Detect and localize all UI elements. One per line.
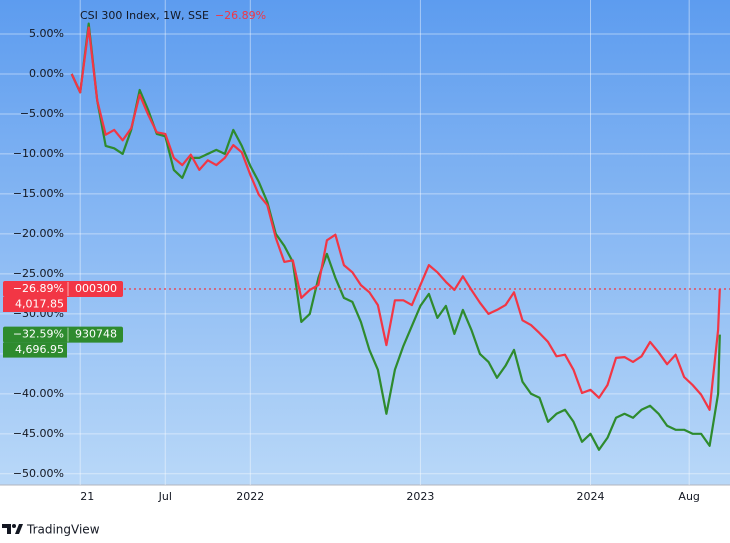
- x-tick-label: 2022: [236, 490, 264, 503]
- legend: CSI 300 Index, 1W, SSE −26.89%: [80, 9, 266, 22]
- y-tick-label: −25.00%: [13, 267, 64, 280]
- logo: [2, 524, 23, 534]
- tag-name: 930748: [75, 328, 117, 341]
- x-tick-label: 2023: [406, 490, 434, 503]
- y-tick-label: 0.00%: [29, 67, 64, 80]
- tag-box: [3, 342, 67, 358]
- tag-change: −32.59%: [13, 328, 64, 341]
- y-tick-label: 5.00%: [29, 27, 64, 40]
- y-tick-label: −20.00%: [13, 227, 64, 240]
- y-tick-label: −5.00%: [20, 107, 64, 120]
- y-tick-label: −50.00%: [13, 467, 64, 480]
- legend-change: −26.89%: [215, 9, 266, 22]
- y-tick-label: −10.00%: [13, 147, 64, 160]
- x-axis-band: [0, 485, 730, 510]
- y-tick-label: −15.00%: [13, 187, 64, 200]
- tag-price: 4,017.85: [15, 298, 64, 311]
- y-tick-label: −45.00%: [13, 427, 64, 440]
- tag-price: 4,696.95: [15, 343, 64, 356]
- x-tick-label: Jul: [158, 490, 172, 503]
- x-tick-label: Aug: [678, 490, 699, 503]
- series-line: [70, 26, 721, 411]
- tag-change: −26.89%: [13, 282, 64, 295]
- x-tick-label: 21: [80, 490, 94, 503]
- x-tick-label: 2024: [577, 490, 605, 503]
- price-tag: −32.59% 930748 4,696.95: [3, 326, 123, 358]
- tag-name: 000300: [75, 282, 117, 295]
- plot: 21 Jul 2022 2023 2024 Aug 5.00% 0.00% −5.00% −10.…: [12, 22, 730, 503]
- tag-box: [3, 297, 67, 313]
- tag-box: [3, 326, 123, 343]
- legend-title: CSI 300 Index, 1W, SSE: [80, 9, 209, 22]
- y-tick-label: −40.00%: [13, 387, 64, 400]
- price-tag: −26.89% 000300 4,017.85: [3, 281, 123, 313]
- series-line: [70, 22, 721, 451]
- background: [0, 0, 730, 485]
- tag-box: [3, 281, 123, 298]
- brand: TradingView: [26, 523, 100, 537]
